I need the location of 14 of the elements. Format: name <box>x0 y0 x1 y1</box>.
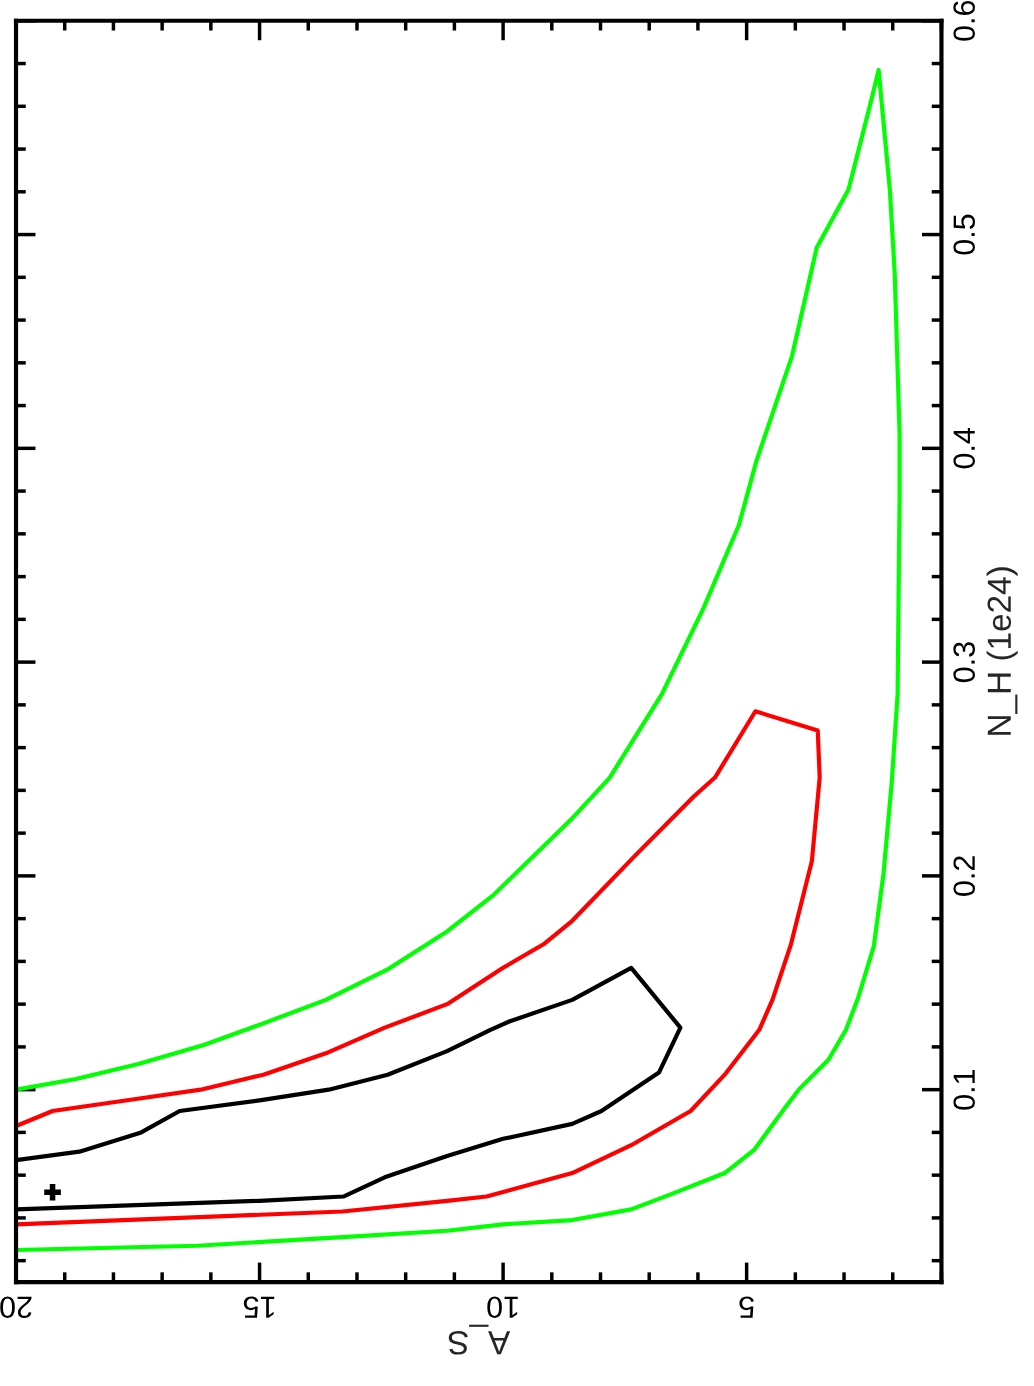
y-tick-label: 0.6 <box>953 0 976 41</box>
y-tick-label: 0.2 <box>953 856 976 896</box>
x-axis-title: A_S <box>448 1324 511 1355</box>
x-tick-label: 20 <box>0 1296 32 1319</box>
x-tick-label: 10 <box>487 1296 518 1319</box>
y-tick-label: 0.5 <box>953 214 976 255</box>
line-series <box>16 67 902 1253</box>
x-tick-label: 15 <box>243 1296 275 1318</box>
x-tick-label: 5 <box>739 1296 754 1318</box>
y-axis-title: N_H (1e24) <box>986 567 1018 735</box>
y-tick-label: 0.3 <box>953 642 976 683</box>
y-tick-label: 0.1 <box>953 1069 976 1110</box>
line-series <box>16 709 822 1227</box>
y-tick-label: 0.4 <box>953 427 976 469</box>
